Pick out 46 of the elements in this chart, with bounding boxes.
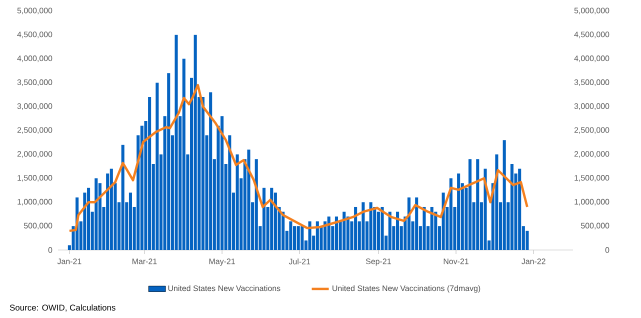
bar xyxy=(334,216,338,250)
bar xyxy=(422,206,426,250)
bar xyxy=(415,197,418,250)
line-series xyxy=(68,84,528,232)
bar xyxy=(110,168,113,250)
bar xyxy=(388,212,392,250)
bar xyxy=(327,216,330,250)
bar xyxy=(128,192,132,250)
bar xyxy=(430,206,434,250)
bar xyxy=(94,178,98,250)
bar xyxy=(167,73,170,250)
bar xyxy=(236,154,239,250)
bar xyxy=(182,58,186,250)
bar xyxy=(228,135,232,250)
bar xyxy=(86,188,90,250)
bar xyxy=(354,206,358,250)
bar xyxy=(380,206,384,250)
bar xyxy=(220,116,224,250)
bar xyxy=(201,97,204,250)
bar xyxy=(296,226,300,250)
bar xyxy=(468,159,472,250)
bar xyxy=(270,188,274,250)
bar xyxy=(510,164,514,250)
bar xyxy=(457,174,460,250)
bar xyxy=(148,97,152,250)
bar xyxy=(484,168,487,250)
bar xyxy=(156,82,159,250)
bar xyxy=(174,34,178,250)
bar xyxy=(254,159,258,250)
bar xyxy=(362,202,365,250)
bar xyxy=(121,144,124,250)
source-note: Source: OWID, Calculations xyxy=(10,304,116,312)
bar xyxy=(247,150,250,250)
bar xyxy=(396,212,400,250)
bar xyxy=(502,140,506,250)
bar xyxy=(449,178,452,250)
bar xyxy=(194,34,197,250)
bar xyxy=(476,159,480,250)
bar xyxy=(262,188,266,250)
bar xyxy=(300,226,304,250)
bar xyxy=(369,202,372,250)
bar xyxy=(289,221,292,250)
bar xyxy=(342,212,346,250)
bar xyxy=(518,168,522,250)
bar xyxy=(209,92,212,250)
bar xyxy=(407,197,410,250)
